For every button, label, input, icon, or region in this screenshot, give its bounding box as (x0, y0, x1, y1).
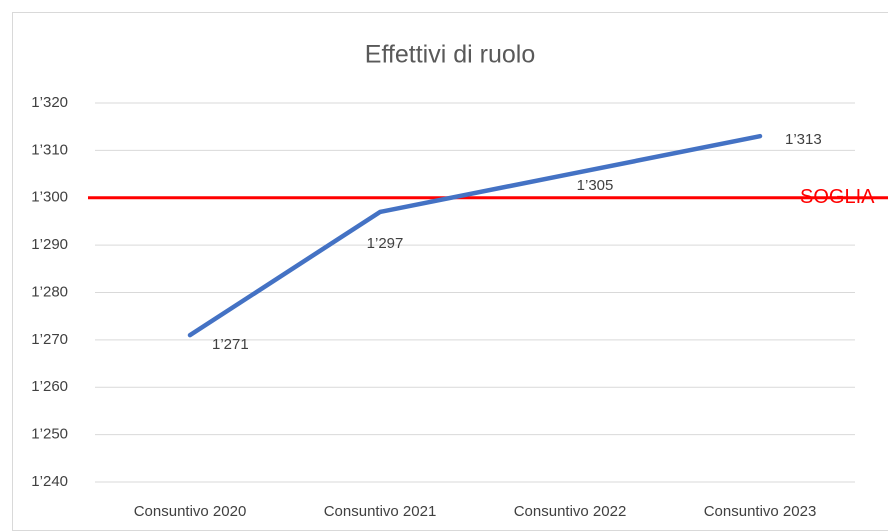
y-tick-label: 1’290 (31, 236, 68, 253)
y-tick-label: 1’270 (31, 331, 68, 348)
data-label: 1’297 (367, 235, 404, 252)
data-label: 1’305 (577, 177, 614, 194)
x-tick-label: Consuntivo 2021 (324, 503, 437, 520)
x-tick-label: Consuntivo 2023 (704, 503, 817, 520)
y-tick-label: 1’250 (31, 426, 68, 443)
y-tick-label: 1’310 (31, 141, 68, 158)
x-tick-label: Consuntivo 2022 (514, 503, 627, 520)
line (187, 133, 763, 338)
threshold-label: SOGLIA (800, 186, 875, 208)
data-label: 1’313 (785, 131, 822, 148)
y-tick-label: 1’260 (31, 378, 68, 395)
y-tick-label: 1’280 (31, 283, 68, 300)
y-tick-label: 1’300 (31, 189, 68, 206)
y-tick-label: 1’240 (31, 473, 68, 490)
data-label: 1’271 (212, 336, 249, 353)
y-tick-label: 1’320 (31, 94, 68, 111)
x-tick-label: Consuntivo 2020 (134, 503, 247, 520)
chart-title: Effettivi di ruolo (365, 41, 535, 69)
chart-border (12, 12, 888, 531)
